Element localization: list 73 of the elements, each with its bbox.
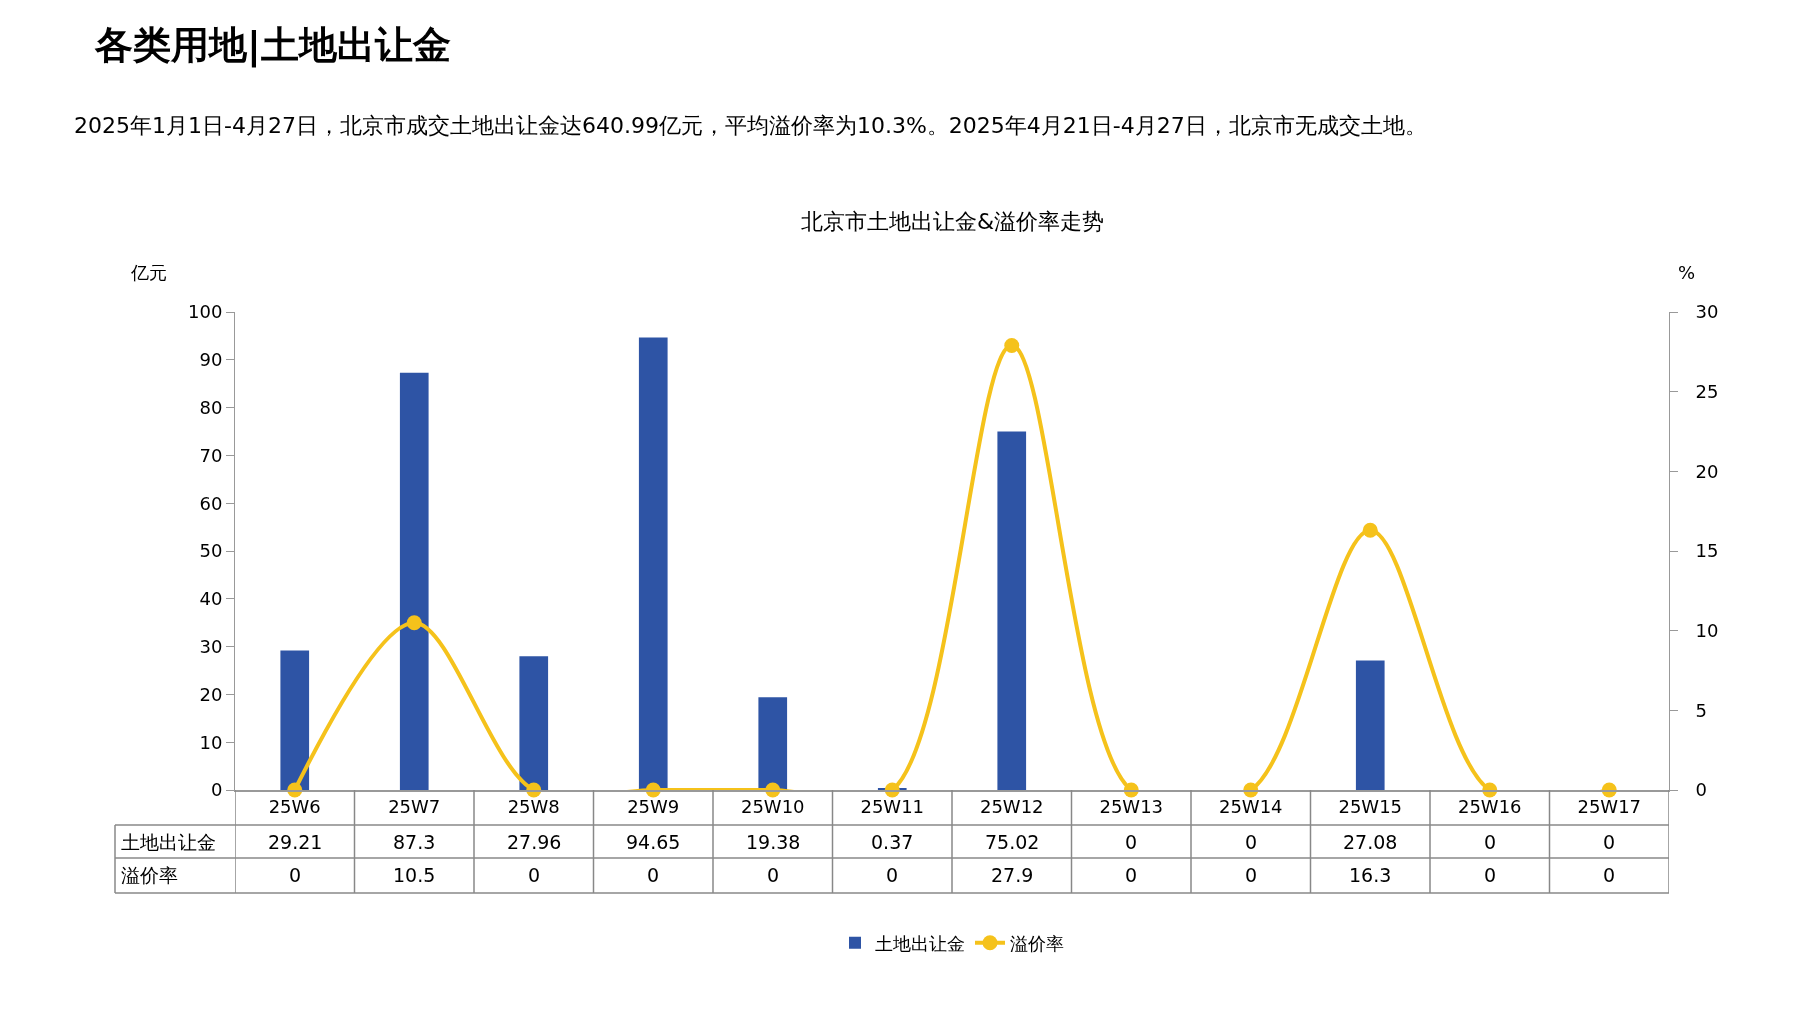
y-tick-label: 20 <box>199 683 223 705</box>
y-tick-label: 80 <box>199 396 223 418</box>
x-tick-label: 25W10 <box>740 796 805 818</box>
y-tick-label: 100 <box>188 301 223 323</box>
data-label: 0.37 <box>871 831 914 853</box>
x-tick-label: 25W17 <box>1577 796 1642 818</box>
bar <box>399 372 429 790</box>
bar <box>638 337 668 790</box>
y2-tick-label: 5 <box>1695 699 1708 721</box>
data-label: 0 <box>289 864 302 886</box>
y-tick-label: 70 <box>199 444 223 466</box>
x-tick-label: 25W9 <box>627 796 680 818</box>
point <box>1004 337 1020 353</box>
y2-tick-label: 0 <box>1695 779 1708 801</box>
y-axis-title: 亿元 <box>130 262 167 283</box>
x-tick-label: 25W15 <box>1338 796 1403 818</box>
bar <box>280 650 310 790</box>
y-tick-label: 0 <box>210 779 223 801</box>
data-label: 19.38 <box>746 831 801 853</box>
x-tick-label: 25W12 <box>979 796 1044 818</box>
text: 北京市土地出让金&溢价率走势 <box>801 209 1105 234</box>
data-label: 0 <box>1125 831 1138 853</box>
data-label: 0 <box>1245 831 1258 853</box>
data-label: 10.5 <box>393 864 436 886</box>
x-tick-label: 25W13 <box>1099 796 1164 818</box>
y-tick-label: 10 <box>199 731 223 753</box>
y-tick-label: 40 <box>199 588 223 610</box>
y-tick-label: 90 <box>199 349 223 371</box>
bar <box>997 431 1027 790</box>
y2-tick-label: 20 <box>1695 460 1719 482</box>
data-label: 0 <box>767 864 780 886</box>
data-label: 0 <box>1603 831 1616 853</box>
y2-tick-label: 15 <box>1695 540 1719 562</box>
bar <box>758 697 788 790</box>
data-label: 16.3 <box>1349 864 1392 886</box>
data-label: 0 <box>1484 831 1497 853</box>
data-label: 0 <box>1484 864 1497 886</box>
chart-subtitle: 2025年1月1日-4月27日，北京市成交土地出让金达640.99亿元，平均溢价率为10.3%。2025年4月21日-4月27日，北京市无成交土地。 <box>74 113 1427 138</box>
data-label: 0 <box>647 864 660 886</box>
y2-tick-label: 10 <box>1695 619 1719 641</box>
data-label: 0 <box>1245 864 1258 886</box>
data-label: 0 <box>886 864 899 886</box>
x-tick-label: 25W6 <box>268 796 321 818</box>
bar <box>1355 660 1385 790</box>
y2-axis-title: % <box>1678 262 1696 283</box>
chart-title: 各类用地|土地出让金 <box>94 23 451 68</box>
text: 溢价率 <box>121 864 178 886</box>
y2-tick-label: 30 <box>1695 301 1719 323</box>
legend-label: 土地出让金 <box>875 932 965 954</box>
legend-label: 溢价率 <box>1010 932 1064 954</box>
y-tick-label: 60 <box>199 492 223 514</box>
data-label: 75.02 <box>985 831 1040 853</box>
data-label: 27.96 <box>507 831 562 853</box>
x-tick-label: 25W14 <box>1218 796 1283 818</box>
text: 土地出让金 <box>121 831 216 853</box>
bar <box>519 656 549 790</box>
data-label: 27.08 <box>1343 831 1398 853</box>
y2-tick-label: 25 <box>1695 380 1719 402</box>
data-label: 0 <box>1603 864 1616 886</box>
data-label: 94.65 <box>626 831 681 853</box>
x-tick-label: 25W11 <box>860 796 925 818</box>
data-label: 87.3 <box>393 831 436 853</box>
y-tick-label: 50 <box>199 540 223 562</box>
x-tick-label: 25W7 <box>388 796 441 818</box>
data-label: 0 <box>1125 864 1138 886</box>
point <box>1362 522 1378 538</box>
y-tick-label: 30 <box>199 635 223 657</box>
x-tick-label: 25W8 <box>507 796 560 818</box>
x-tick-label: 25W16 <box>1457 796 1522 818</box>
data-label: 27.9 <box>991 864 1034 886</box>
data-label: 0 <box>528 864 541 886</box>
data-label: 29.21 <box>268 831 323 853</box>
point <box>406 615 422 631</box>
